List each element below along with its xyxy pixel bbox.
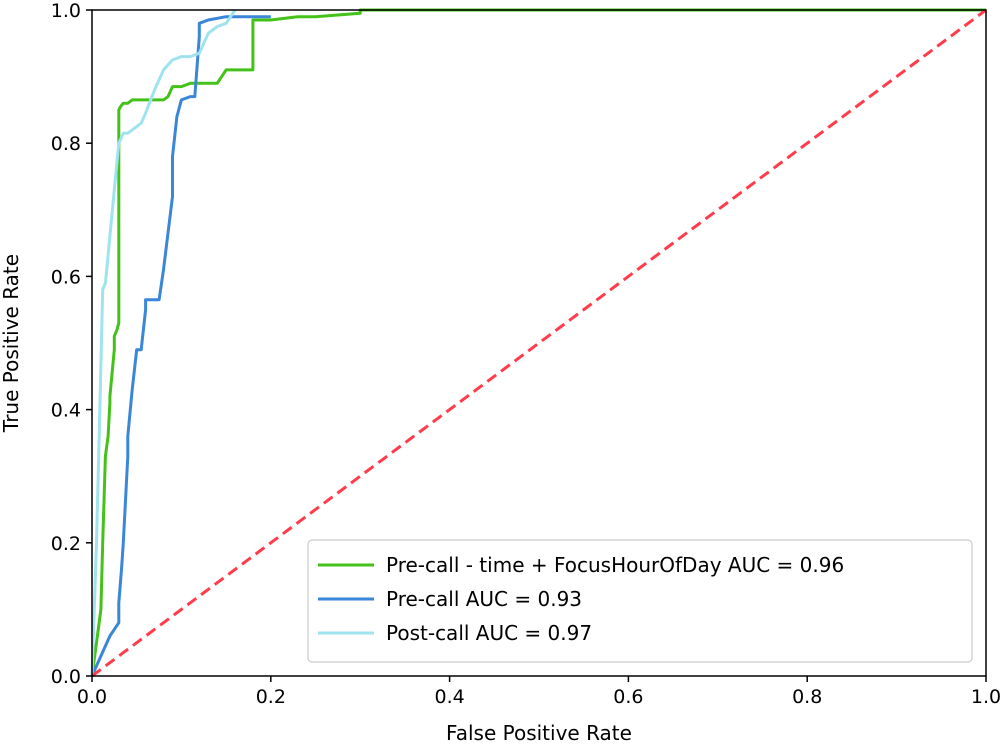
x-tick-label: 0.2 bbox=[256, 686, 286, 708]
legend-box bbox=[307, 539, 973, 663]
x-tick-label: 1.0 bbox=[971, 686, 1001, 708]
x-tick-label: 0.8 bbox=[792, 686, 822, 708]
y-axis-title: True Positive Rate bbox=[0, 254, 23, 433]
legend-label: Post-call AUC = 0.97 bbox=[386, 621, 592, 645]
series-line-2 bbox=[90, 15, 271, 677]
y-tick-label: 0.4 bbox=[51, 400, 81, 422]
legend-label: Pre-call - time + FocusHourOfDay AUC = 0… bbox=[386, 553, 844, 577]
y-tick-label: 0.6 bbox=[51, 266, 81, 288]
legend-label: Pre-call AUC = 0.93 bbox=[386, 587, 582, 611]
y-tick-label: 0.8 bbox=[51, 133, 81, 155]
y-tick-label: 1.0 bbox=[51, 0, 81, 22]
y-tick-label: 0.0 bbox=[51, 666, 81, 688]
series-line-3 bbox=[90, 9, 237, 677]
plot-frame bbox=[91, 9, 987, 677]
y-tick-label: 0.2 bbox=[51, 533, 81, 555]
x-axis-title: False Positive Rate bbox=[446, 721, 632, 745]
legend: Pre-call - time + FocusHourOfDay AUC = 0… bbox=[307, 539, 973, 663]
series-layer bbox=[90, 8, 987, 678]
x-tick-label: 0.4 bbox=[434, 686, 464, 708]
x-tick-label: 0.6 bbox=[613, 686, 643, 708]
x-tick-label: 0.0 bbox=[77, 686, 107, 708]
ticks-layer: 0.0 0.2 0.4 0.6 0.8 1.0 0.0 0.2 0.4 0.6 0.8 1.0 bbox=[51, 0, 1001, 708]
